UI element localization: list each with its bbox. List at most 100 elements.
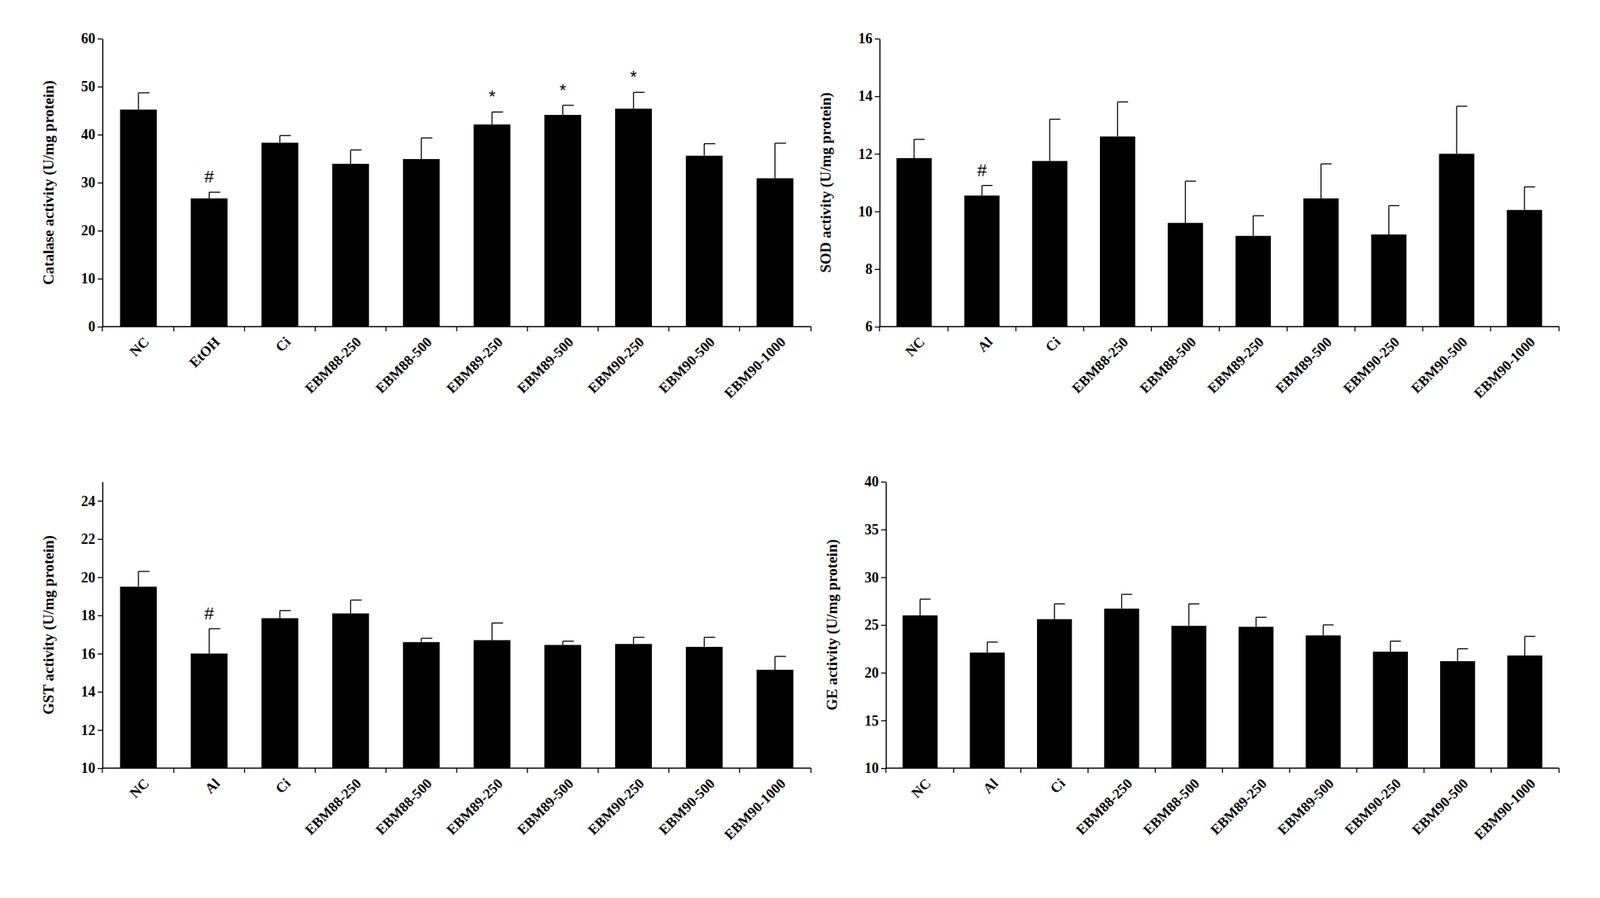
error-bar-cap [1253,214,1264,216]
error-bar [920,599,931,616]
y-tick: 30 [864,570,886,586]
bar [1100,136,1136,327]
error-bar-cap [1185,181,1196,182]
x-tick-label: EBM90-500 [655,333,719,397]
bar [544,644,582,769]
error-bar [492,623,504,641]
error-bar-cap [1255,617,1267,619]
error-bar-cap [138,570,150,572]
error-bar-cap [138,92,150,93]
x-tick: EBM89-250 [443,326,506,397]
category-separator [314,326,316,332]
y-tick-mark [874,96,880,97]
y-tick-mark [97,500,103,502]
error-bar-stem [137,92,139,110]
bar [119,586,157,769]
y-tick-mark [874,269,880,271]
y-tick: 15 [864,713,886,730]
error-bar [1122,594,1133,609]
error-bar [1388,205,1400,235]
x-axis: NCAlCiEBM88-250EBM88-500EBM89-250EBM89-5… [102,768,812,844]
x-tick-label: EBM90-1000 [721,775,789,844]
x-tick: EBM88-250 [1073,768,1136,838]
bar [474,124,512,327]
bar [1440,661,1475,769]
error-bar-cap [987,641,998,643]
error-bar-stem [1188,603,1189,626]
bar [190,653,228,769]
x-tick: EBM90-250 [1341,768,1404,838]
y-tick: 6 [865,318,880,335]
chart: 6810121416NCAlCiEBM88-250EBM88-500EBM89-… [817,30,1560,402]
error-bar [981,185,993,197]
category-separator [947,326,949,332]
x-tick: EBM89-500 [514,326,577,397]
x-tick-label: Al [201,775,223,797]
error-bar-cap [774,142,786,144]
y-tick: 22 [81,531,103,548]
y-tick-mark [881,768,886,770]
category-separator [526,326,528,332]
error-bar [350,150,362,165]
error-bar [1390,641,1401,652]
y-tick: 8 [865,261,880,278]
error-bar [1524,186,1535,210]
category-separator [668,326,670,332]
error-bar-cap [279,610,291,612]
category-separator [455,768,457,774]
x-tick-label: EBM90-500 [1407,333,1471,397]
error-bar [421,137,433,160]
y-tick: 10 [81,270,103,287]
y-tick-mark [97,615,103,617]
bar [685,647,723,769]
y-tick-mark [874,153,880,155]
bar [1507,655,1542,769]
error-bar [1117,102,1128,138]
category-separator [668,768,670,774]
category-separator [1558,326,1560,332]
y-axis-title: SOD activity (U/mg protein) [817,92,835,273]
x-tick: EBM88-500 [1137,326,1200,397]
y-tick-mark [874,211,880,212]
error-bar-stem [1524,637,1526,656]
x-tick: EBM89-500 [514,768,577,838]
error-bar-cap [421,637,433,639]
category-separator [1155,768,1156,774]
error-bar-cap [1322,624,1334,626]
x-tick-label: NC [126,333,153,360]
category-separator [385,768,387,774]
chart: 10152025303540NCAlCiEBM88-250EBM88-500EB… [823,474,1560,844]
y-tick-mark [874,38,880,40]
error-bar-cap [633,637,645,638]
error-bar [279,135,291,143]
bar [756,178,794,327]
y-tick-mark [97,278,103,280]
error-bar-stem [703,637,705,648]
y-tick-label: 25 [864,617,879,634]
category-separator [810,326,812,332]
bar [403,642,441,769]
category-separator [101,768,103,774]
category-separator [1354,326,1356,332]
y-axis-line [879,39,882,328]
error-bar-stem [774,656,776,671]
category-separator [597,326,599,332]
x-tick: Al [201,768,223,797]
category-separator [1422,326,1423,332]
y-tick-mark [97,134,103,136]
bar [261,142,299,327]
category-separator [1020,768,1022,774]
error-bar-cap [1388,205,1400,207]
y-tick-mark [881,720,886,722]
x-tick-label: Al [979,775,1001,797]
x-tick: NC [902,326,929,360]
y-tick-label: 30 [864,570,879,586]
x-tick: EBM89-250 [1204,326,1267,397]
y-tick-label: 30 [81,174,96,191]
error-bar-stem [1523,186,1525,210]
error-bar-cap [1049,118,1060,120]
y-tick: 20 [81,222,103,239]
y-tick-mark [97,326,103,328]
error-bar [279,611,291,619]
x-axis: NCAlCiEBM88-250EBM88-500EBM89-250EBM89-5… [879,326,1560,402]
